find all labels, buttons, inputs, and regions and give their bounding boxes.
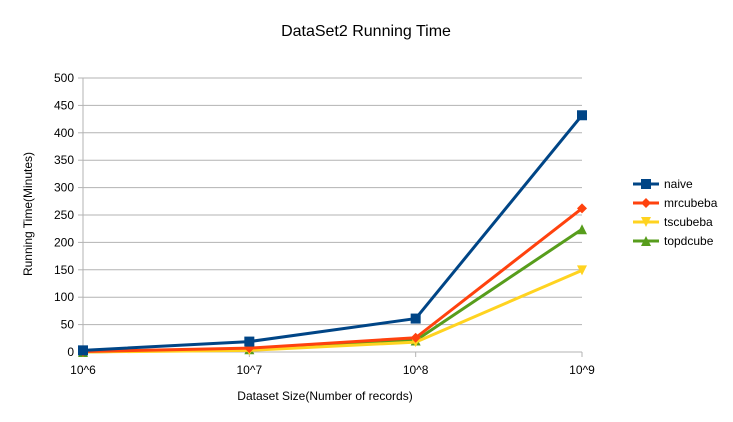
y-tick-label: 200: [54, 235, 74, 249]
series-line: [82, 207, 583, 353]
legend-item-tscubeba: tscubeba: [633, 215, 713, 229]
legend-label: naive: [664, 177, 693, 191]
x-axis-title: Dataset Size(Number of records): [237, 389, 412, 403]
series-mrcubeba: [78, 203, 587, 357]
x-tick-label: 10^8: [403, 363, 429, 377]
legend-item-naive: naive: [633, 177, 693, 191]
data-point: [78, 345, 88, 356]
y-tick-label: 400: [54, 126, 74, 140]
data-point: [410, 332, 421, 343]
y-tick-label: 0: [67, 345, 74, 359]
y-tick-label: 300: [54, 181, 74, 195]
series-line: [82, 228, 583, 354]
legend-marker: [641, 236, 651, 246]
legend-marker: [641, 198, 651, 208]
y-tick-label: 350: [54, 153, 74, 167]
y-axis-ticks: 0 50 100 150 200 250 300 350 400 450 500: [54, 71, 83, 359]
legend-marker: [641, 217, 651, 227]
y-tick-label: 150: [54, 263, 74, 277]
x-tick-label: 10^7: [237, 363, 263, 377]
series-topdcube: [78, 224, 587, 357]
y-tick-label: 50: [61, 318, 75, 332]
data-point: [577, 110, 587, 121]
y-tick-label: 500: [54, 71, 74, 85]
y-tick-label: 250: [54, 208, 74, 222]
legend-marker: [641, 179, 651, 189]
x-axis-ticks: 10^6 10^7 10^8 10^9: [70, 352, 595, 377]
data-point: [410, 313, 421, 324]
series-line: [82, 268, 583, 354]
legend-item-topdcube: topdcube: [633, 234, 714, 248]
legend: naive mrcubeba tscubeba topdcube: [633, 177, 718, 248]
data-point: [577, 203, 587, 214]
data-point: [244, 336, 255, 347]
y-axis-title: Running Time(Minutes): [21, 152, 35, 276]
grid: [83, 77, 582, 326]
legend-label: tscubeba: [664, 215, 713, 229]
data-point: [577, 265, 587, 276]
legend-label: mrcubeba: [664, 196, 718, 210]
legend-item-mrcubeba: mrcubeba: [633, 196, 718, 210]
legend-label: topdcube: [664, 234, 714, 248]
series-group: [78, 110, 587, 357]
series-line: [82, 114, 584, 352]
y-tick-label: 100: [54, 290, 74, 304]
x-tick-label: 10^9: [569, 363, 595, 377]
series-naive: [78, 110, 587, 356]
y-tick-label: 450: [54, 98, 74, 112]
chart-title: DataSet2 Running Time: [281, 23, 451, 40]
x-tick-label: 10^6: [70, 363, 96, 377]
data-point: [577, 224, 587, 235]
